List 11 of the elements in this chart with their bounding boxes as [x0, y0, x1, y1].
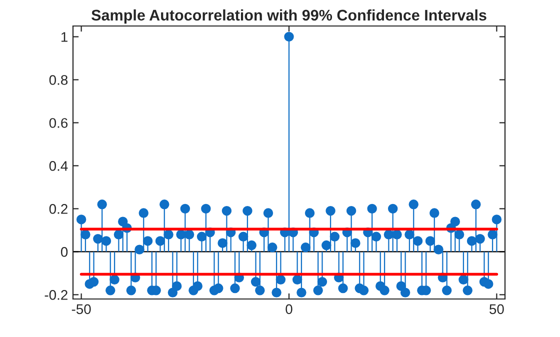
y-tick-label: -0.2	[44, 290, 68, 300]
y-tick-label: 1	[61, 32, 68, 42]
x-tick-label: 50	[490, 304, 504, 314]
x-tick-label: -50	[72, 304, 91, 314]
chart-title: Sample Autocorrelation with 99% Confidence Intervals	[92, 9, 486, 24]
y-tick-label: 0.2	[49, 204, 68, 214]
y-tick-label: 0.6	[49, 118, 68, 128]
y-tick-label: 0.4	[49, 161, 68, 171]
x-tick-label: 0	[286, 304, 292, 314]
y-tick-label: 0	[60, 247, 68, 257]
y-tick-label: 0.8	[49, 75, 68, 85]
